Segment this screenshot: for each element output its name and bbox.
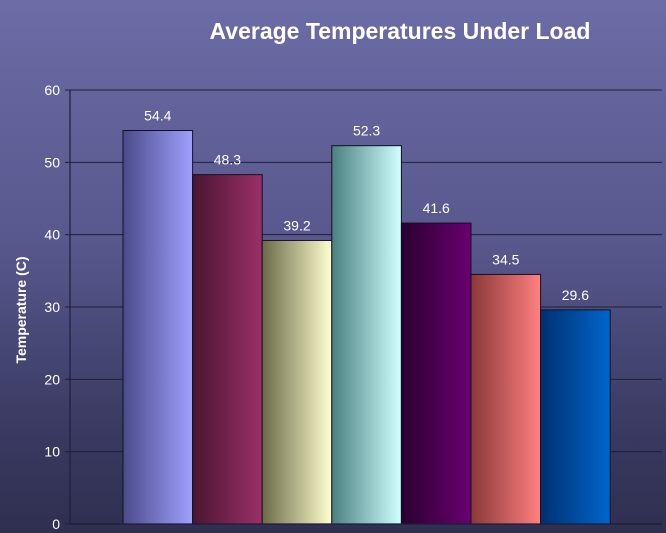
bar-7 xyxy=(540,309,611,525)
y-tick-label-60: 60 xyxy=(44,82,60,98)
y-tick-label-50: 50 xyxy=(44,154,60,170)
data-label-6: 34.5 xyxy=(492,251,519,267)
data-label-1: 54.4 xyxy=(144,108,171,124)
bar-2 xyxy=(192,174,263,525)
data-label-5: 41.6 xyxy=(423,200,450,216)
bar-4 xyxy=(331,145,402,525)
y-tick-label-30: 30 xyxy=(44,299,60,315)
bar-1 xyxy=(122,130,194,525)
bar-3 xyxy=(261,239,333,525)
data-label-7: 29.6 xyxy=(562,287,589,303)
bar-6 xyxy=(470,273,542,525)
data-label-3: 39.2 xyxy=(283,217,310,233)
bar-5 xyxy=(400,222,472,525)
data-label-2: 48.3 xyxy=(214,152,241,168)
y-tick-label-40: 40 xyxy=(44,227,60,243)
y-tick-label-20: 20 xyxy=(44,371,60,387)
chart-title: Average Temperatures Under Load xyxy=(209,18,591,44)
y-tick-label-10: 10 xyxy=(44,444,60,460)
data-label-4: 52.3 xyxy=(353,123,380,139)
y-tick-label-0: 0 xyxy=(52,516,60,532)
